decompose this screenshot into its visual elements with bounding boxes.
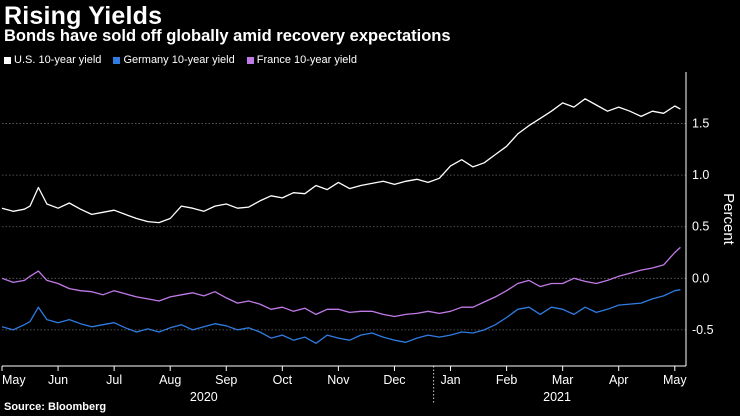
series-line-germany bbox=[1, 289, 681, 344]
legend-label-france: France 10-year yield bbox=[256, 54, 357, 66]
x-tick-label: Feb bbox=[496, 373, 518, 387]
year-label: 2020 bbox=[190, 390, 218, 404]
x-tick-label: May bbox=[663, 373, 687, 387]
legend-label-germany: Germany 10-year yield bbox=[123, 54, 235, 66]
series-line-france bbox=[1, 246, 681, 318]
x-tick-label: Sep bbox=[215, 373, 237, 387]
legend-item-germany: Germany 10-year yield bbox=[113, 54, 235, 66]
x-tick-label: Aug bbox=[159, 373, 181, 387]
x-tick-label: Nov bbox=[327, 373, 350, 387]
y-tick-label: 1.5 bbox=[692, 117, 709, 131]
legend-item-us: U.S. 10-year yield bbox=[4, 54, 101, 66]
x-tick-label: Apr bbox=[609, 373, 628, 387]
legend-swatch-france bbox=[246, 56, 254, 64]
chart-subtitle: Bonds have sold off globally amid recove… bbox=[4, 27, 451, 45]
series-line-us bbox=[1, 98, 681, 224]
year-label: 2021 bbox=[543, 390, 571, 404]
x-tick-label: Jun bbox=[48, 373, 68, 387]
y-tick-label: 0.5 bbox=[692, 220, 709, 234]
legend-swatch-us bbox=[4, 56, 11, 64]
y-tick-label: 0.0 bbox=[692, 271, 709, 285]
y-tick-label: -0.5 bbox=[692, 323, 714, 337]
x-tick-label: Oct bbox=[273, 373, 293, 387]
chart-title: Rising Yields bbox=[4, 2, 163, 30]
legend-label-us: U.S. 10-year yield bbox=[14, 54, 102, 66]
legend-item-france: France 10-year yield bbox=[246, 54, 357, 66]
y-tick-label: 1.0 bbox=[692, 168, 709, 182]
legend-swatch-germany bbox=[113, 56, 121, 64]
x-tick-label: Jan bbox=[440, 373, 460, 387]
x-tick-label: May bbox=[2, 373, 26, 387]
x-tick-label: Mar bbox=[552, 373, 574, 387]
legend: U.S. 10-year yield Germany 10-year yield… bbox=[4, 54, 357, 66]
source-note: Source: Bloomberg bbox=[4, 401, 107, 413]
x-tick-label: Dec bbox=[383, 373, 405, 387]
x-tick-label: Jul bbox=[106, 373, 122, 387]
y-axis-title: Percent bbox=[720, 193, 737, 246]
